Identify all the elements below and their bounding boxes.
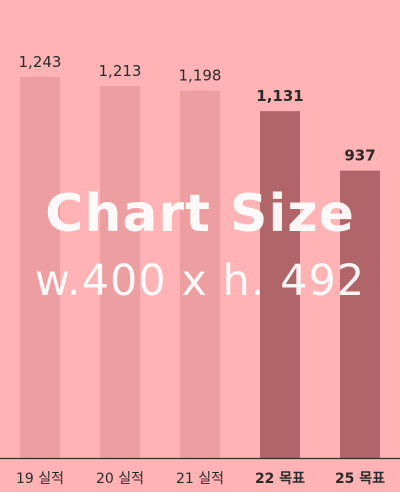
- bar-value-label-2: 1,213: [99, 62, 142, 80]
- x-tick-label-3: 21 실적: [176, 471, 224, 487]
- bar-1: [20, 76, 60, 459]
- bar-5: [340, 170, 380, 459]
- bar-value-label-3: 1,198: [179, 67, 222, 85]
- bar-2: [100, 86, 140, 458]
- x-tick-label-2: 20 실적: [96, 471, 144, 487]
- bar-3: [180, 90, 220, 458]
- bar-value-label-5: 937: [344, 147, 375, 165]
- bar-4: [260, 111, 300, 458]
- x-tick-label-1: 19 실적: [16, 471, 64, 487]
- bar-value-label-1: 1,243: [19, 53, 62, 71]
- x-tick-label-4: 22 목표: [255, 471, 305, 487]
- bar-value-label-4: 1,131: [256, 87, 303, 105]
- x-tick-label-5: 25 목표: [335, 471, 385, 487]
